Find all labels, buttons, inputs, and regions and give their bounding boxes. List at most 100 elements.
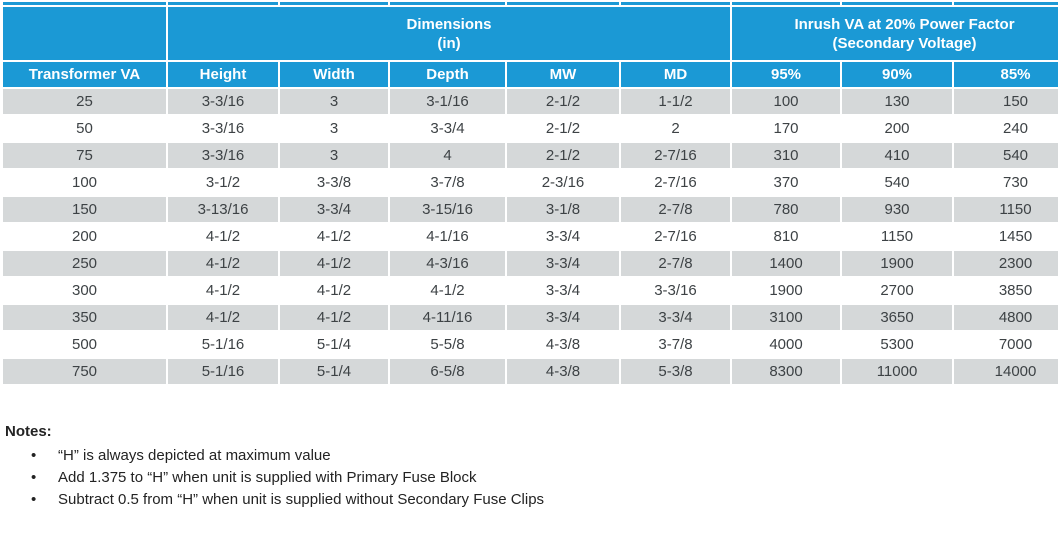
table-cell: 3-3/4 — [507, 224, 619, 249]
table-cell: 4-1/2 — [168, 278, 278, 303]
column-header: MD — [621, 62, 730, 87]
table-cell: 2-7/8 — [621, 251, 730, 276]
table-cell: 2-3/16 — [507, 170, 619, 195]
column-header-row: Transformer VA Height Width Depth MW MD 95% 90%… — [3, 62, 1058, 87]
table-cell: 200 — [3, 224, 166, 249]
column-header: 85% — [954, 62, 1058, 87]
table-cell: 5-1/4 — [280, 332, 388, 357]
table-cell: 3650 — [842, 305, 952, 330]
notes-title: Notes: — [5, 423, 52, 440]
table-cell: 3-7/8 — [621, 332, 730, 357]
table-row: 50 3-3/16 3 3-3/4 2-1/2 2 170 200 240 — [3, 116, 1058, 141]
table-cell: 750 — [3, 359, 166, 384]
table-cell: 200 — [842, 116, 952, 141]
table-cell: 3-3/16 — [168, 116, 278, 141]
table-cell: 500 — [3, 332, 166, 357]
table-cell: 1150 — [842, 224, 952, 249]
note-item: • Subtract 0.5 from “H” when unit is supp… — [5, 489, 1057, 511]
column-header: 90% — [842, 62, 952, 87]
table-cell: 4-1/2 — [168, 251, 278, 276]
group-header-inrush-line1: Inrush VA at 20% Power Factor — [794, 15, 1015, 33]
table-cell: 3850 — [954, 278, 1058, 303]
table-top-strip — [3, 2, 1058, 5]
table-cell: 780 — [732, 197, 840, 222]
table-cell: 2-7/8 — [621, 197, 730, 222]
table-row: 250 4-1/2 4-1/2 4-3/16 3-3/4 2-7/8 1400 1900 230… — [3, 251, 1058, 276]
table-cell: 3-15/16 — [390, 197, 505, 222]
top-strip-segment — [3, 2, 166, 5]
table-cell: 4-3/8 — [507, 359, 619, 384]
table-cell: 4-3/16 — [390, 251, 505, 276]
table-cell: 170 — [732, 116, 840, 141]
top-strip-segment — [842, 2, 952, 5]
note-text: Add 1.375 to “H” when unit is supplied w… — [58, 469, 477, 486]
bullet-icon: • — [31, 447, 37, 464]
table-cell: 350 — [3, 305, 166, 330]
table-cell: 1400 — [732, 251, 840, 276]
table-cell: 2700 — [842, 278, 952, 303]
table-cell: 14000 — [954, 359, 1058, 384]
table-cell: 2-7/16 — [621, 170, 730, 195]
table-row: 350 4-1/2 4-1/2 4-11/16 3-3/4 3-3/4 3100 3650 48… — [3, 305, 1058, 330]
table-cell: 50 — [3, 116, 166, 141]
group-header-row: Dimensions (in) Inrush VA at 20% Power F… — [3, 7, 1058, 60]
table-cell: 3-1/2 — [168, 170, 278, 195]
table-cell: 3-3/4 — [280, 197, 388, 222]
table-row: 200 4-1/2 4-1/2 4-1/16 3-3/4 2-7/16 810 1150 145… — [3, 224, 1058, 249]
table-cell: 4-1/2 — [280, 251, 388, 276]
table-cell: 3-3/4 — [507, 305, 619, 330]
table-row: 25 3-3/16 3 3-1/16 2-1/2 1-1/2 100 130 150 — [3, 89, 1058, 114]
notes-section: Notes: • “H” is always depicted at maximu… — [5, 423, 1057, 511]
table-cell: 3-3/4 — [390, 116, 505, 141]
table-cell: 1-1/2 — [621, 89, 730, 114]
table-row: 75 3-3/16 3 4 2-1/2 2-7/16 310 410 540 — [3, 143, 1058, 168]
top-strip-segment — [954, 2, 1058, 5]
table-cell: 100 — [732, 89, 840, 114]
group-header-blank — [3, 7, 166, 60]
table-cell: 4-1/16 — [390, 224, 505, 249]
column-header: Transformer VA — [3, 62, 166, 87]
table-cell: 3-3/4 — [621, 305, 730, 330]
table-cell: 730 — [954, 170, 1058, 195]
table-cell: 7000 — [954, 332, 1058, 357]
table-cell: 5-1/16 — [168, 332, 278, 357]
column-header: MW — [507, 62, 619, 87]
table-row: 750 5-1/16 5-1/4 6-5/8 4-3/8 5-3/8 8300 11000 14… — [3, 359, 1058, 384]
table-cell: 3-3/8 — [280, 170, 388, 195]
bullet-icon: • — [31, 491, 37, 508]
table-cell: 150 — [3, 197, 166, 222]
table-body: 25 3-3/16 3 3-1/16 2-1/2 1-1/2 100 130 150 50 3-3/… — [3, 89, 1058, 384]
table-cell: 930 — [842, 197, 952, 222]
top-strip-segment — [507, 2, 619, 5]
table-cell: 810 — [732, 224, 840, 249]
column-header: 95% — [732, 62, 840, 87]
note-text: Subtract 0.5 from “H” when unit is suppl… — [58, 491, 545, 508]
table-cell: 1450 — [954, 224, 1058, 249]
table-cell: 150 — [954, 89, 1058, 114]
table-cell: 5-1/4 — [280, 359, 388, 384]
table-cell: 3 — [280, 116, 388, 141]
table-cell: 3-13/16 — [168, 197, 278, 222]
table-cell: 5-1/16 — [168, 359, 278, 384]
table-row: 300 4-1/2 4-1/2 4-1/2 3-3/4 3-3/16 1900 2700 385… — [3, 278, 1058, 303]
table-cell: 5-5/8 — [390, 332, 505, 357]
group-header-inrush-line2: (Secondary Voltage) — [832, 34, 977, 52]
table-cell: 3-3/16 — [168, 89, 278, 114]
notes-list: • “H” is always depicted at maximum value… — [5, 445, 1057, 511]
table-cell: 100 — [3, 170, 166, 195]
top-strip-segment — [280, 2, 388, 5]
table-cell: 410 — [842, 143, 952, 168]
table-cell: 5-3/8 — [621, 359, 730, 384]
table-cell: 3-1/8 — [507, 197, 619, 222]
table-cell: 300 — [3, 278, 166, 303]
table-cell: 4-1/2 — [168, 305, 278, 330]
column-header: Width — [280, 62, 388, 87]
table-cell: 4800 — [954, 305, 1058, 330]
table-cell: 2-7/16 — [621, 143, 730, 168]
note-item: • Add 1.375 to “H” when unit is supplied … — [5, 467, 1057, 489]
top-strip-segment — [168, 2, 278, 5]
table-cell: 370 — [732, 170, 840, 195]
table-cell: 1900 — [732, 278, 840, 303]
table-cell: 4-1/2 — [390, 278, 505, 303]
table-cell: 4-3/8 — [507, 332, 619, 357]
